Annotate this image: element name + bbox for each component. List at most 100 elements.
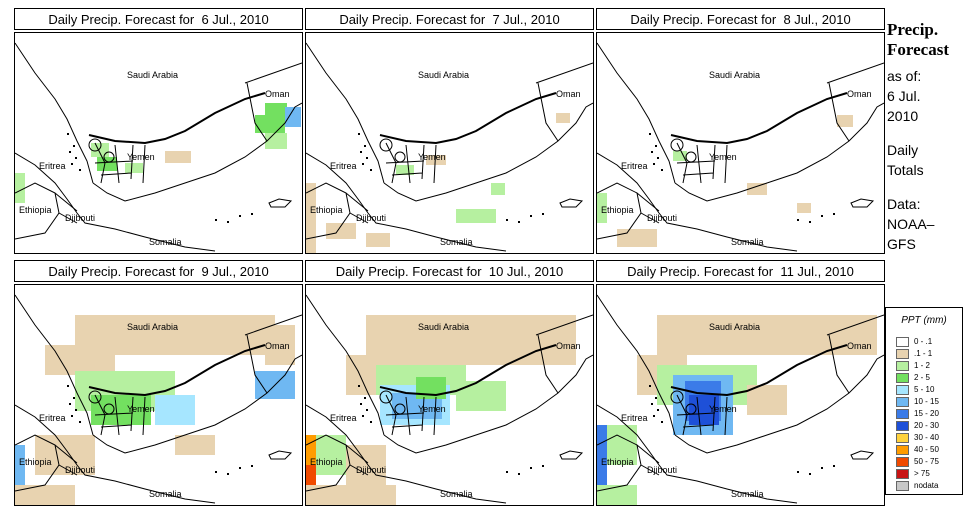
forecast-map: Saudi Arabia Oman Yemen Eritrea Ethiopia Djib… [305,32,594,254]
precip-cell [15,485,75,505]
legend-label: 15 - 20 [914,409,939,418]
precip-cell [366,315,576,365]
island-dot [797,471,799,473]
island-dot [797,219,799,221]
island-dot [366,409,368,411]
panel-title: Daily Precip. Forecast for 6 Jul., 2010 [14,8,303,30]
legend-swatch [896,373,909,383]
precip-cell [456,209,496,223]
island-dot [227,221,229,223]
island-dot [833,465,835,467]
forecast-panel-day3: Daily Precip. Forecast for 8 Jul., 2010 … [596,8,885,254]
island-dot [530,215,532,217]
legend-label: 1 - 2 [914,361,931,370]
forecast-map: Saudi Arabia Oman Yemen Eritrea Ethiopia Djib… [596,284,885,506]
island-dot [362,415,364,417]
country-label: Ethiopia [601,457,634,467]
data-line1: Data: [887,196,921,212]
country-label: Eritrea [621,413,648,423]
legend-item: nodata [896,480,962,492]
precip-cells [597,315,877,505]
legend-label: nodata [914,481,939,490]
legend-swatch [896,361,909,371]
map-svg: Saudi Arabia Oman Yemen Eritrea Ethiopia Djib… [597,42,884,252]
island-dot [649,133,651,135]
country-label: Ethiopia [601,205,634,215]
precip-cell [165,151,191,163]
precip-cell [747,385,787,415]
legend-swatch [896,457,909,467]
legend-swatch [896,481,909,491]
legend-label: 0 - .1 [914,337,933,346]
country-label: Ethiopia [19,457,52,467]
country-label: Eritrea [621,161,648,171]
precip-cell [306,183,316,253]
legend-swatch [896,469,909,479]
legend-label: 10 - 15 [914,397,939,406]
panel-title: Daily Precip. Forecast for 11 Jul., 2010 [596,260,885,282]
map-svg: Saudi Arabia Oman Yemen Eritrea Ethiopia Djib… [15,42,302,252]
country-label: Djibouti [356,213,386,223]
forecast-panel-day4: Daily Precip. Forecast for 9 Jul., 2010 … [14,260,303,506]
island-dot [661,421,663,423]
legend-label: .1 - 1 [914,349,933,358]
precip-cell [617,229,657,247]
island-dot [651,403,653,405]
island-dots [67,133,253,223]
precip-cells [597,115,853,247]
data-line2: NOAA– [887,216,935,232]
country-label: Djibouti [65,465,95,475]
boundaries [597,294,884,504]
precip-cell [91,395,151,425]
precip-cell [316,435,346,475]
country-label: Oman [847,341,872,351]
legend-label: 40 - 50 [914,445,939,454]
island-dot [239,215,241,217]
panel-title: Daily Precip. Forecast for 7 Jul., 2010 [305,8,594,30]
precip-cells [306,113,570,253]
island-dot [251,465,253,467]
precip-cell [747,183,767,195]
precip-cell [556,113,570,123]
precip-cell [797,203,811,213]
country-label: Somalia [731,489,764,499]
island-dot [358,385,360,387]
island-dot [75,409,77,411]
precip-cell [15,173,25,203]
legend-item: 20 - 30 [896,420,962,432]
country-label: Saudi Arabia [709,322,760,332]
island-dot [370,169,372,171]
legend-item: 10 - 15 [896,396,962,408]
country-label: Yemen [418,152,446,162]
side-info: Precip. Forecast as of: 6 Jul. 2010 Dail… [887,20,971,254]
island-dot [73,397,75,399]
island-dots [649,385,835,475]
boundaries [597,42,884,252]
island-dot [364,397,366,399]
island-dot [215,471,217,473]
asof-line1: as of: [887,68,922,84]
precip-cell [255,115,285,133]
country-label: Ethiopia [310,457,343,467]
island-dots [649,133,835,223]
country-label: Yemen [709,152,737,162]
island-dot [506,219,508,221]
country-label: Saudi Arabia [127,322,178,332]
precip-cell [657,315,877,355]
country-label: Somalia [440,489,473,499]
forecast-map: Saudi Arabia Oman Yemen Eritrea Ethiopia Djib… [596,32,885,254]
island-dot [71,415,73,417]
island-dot [227,473,229,475]
country-label: Somalia [440,237,473,247]
precip-cell [91,143,109,157]
island-dot [67,385,69,387]
asof-line3: 2010 [887,108,919,124]
island-dot [809,473,811,475]
precip-cell [326,223,356,239]
island-dot [370,421,372,423]
island-dot [358,133,360,135]
country-label: Eritrea [330,413,357,423]
panel-title: Daily Precip. Forecast for 10 Jul., 2010 [305,260,594,282]
island-dot [651,151,653,153]
legend-swatch [896,397,909,407]
